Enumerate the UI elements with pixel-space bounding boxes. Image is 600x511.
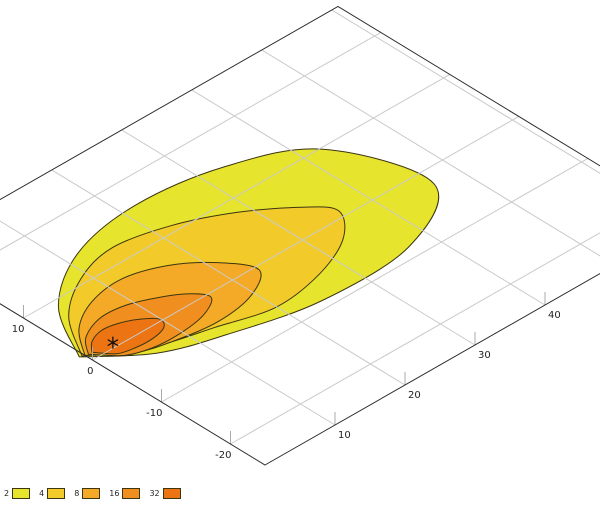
legend: 2 4 8 16 32 <box>4 488 190 499</box>
legend-swatch <box>12 488 31 499</box>
legend-label: 16 <box>109 488 120 498</box>
legend-label: 4 <box>39 488 45 498</box>
legend-label: 8 <box>74 488 80 498</box>
gridline-y-0 <box>92 115 520 361</box>
gridline-y--20 <box>230 232 600 445</box>
legend-label: 2 <box>4 488 10 498</box>
gridline-x-10 <box>0 220 336 426</box>
gridline-x-30 <box>121 129 476 346</box>
gridline-x-60 <box>331 9 600 174</box>
x-axis-tick-label: 20 <box>408 390 421 401</box>
legend-swatch <box>82 488 101 499</box>
legend-item-16: 16 <box>109 488 141 499</box>
gridline-y-10 <box>23 73 451 319</box>
gridline-x-40 <box>191 89 546 306</box>
gridline-y--10 <box>161 157 589 403</box>
legend-item-8: 8 <box>74 488 101 499</box>
gridline-y-20 <box>0 31 382 251</box>
y-axis-tick-label: -20 <box>215 450 231 461</box>
x-axis-tick-label: 30 <box>478 350 491 361</box>
y-axis-tick-label: 0 <box>87 366 93 377</box>
legend-label: 32 <box>149 488 160 498</box>
x-axis-tick-label: 10 <box>338 430 351 441</box>
source-asterisk-marker <box>107 336 119 349</box>
legend-swatch <box>122 488 141 499</box>
asterisk-stroke <box>107 339 119 347</box>
plot-border <box>0 5 600 466</box>
legend-item-2: 2 <box>4 488 31 499</box>
gridline-x-50 <box>261 49 600 257</box>
y-axis-tick-label: 10 <box>12 324 25 335</box>
x-axis-tick-label: 40 <box>548 310 561 321</box>
legend-item-4: 4 <box>39 488 66 499</box>
legend-swatch <box>47 488 66 499</box>
legend-swatch <box>162 488 181 499</box>
gridline-x-20 <box>51 169 406 386</box>
legend-item-32: 32 <box>149 488 181 499</box>
y-axis-tick-label: -10 <box>146 408 162 419</box>
